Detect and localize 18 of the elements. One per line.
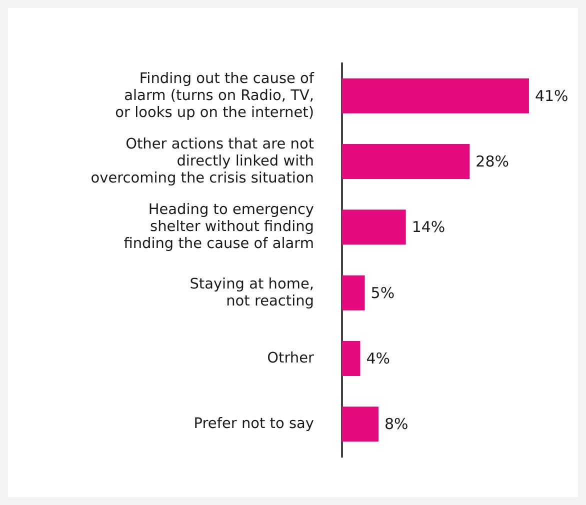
y-tick-label: Other actions that are not directly linked with overcoming the crisis situation [90, 136, 314, 186]
data-label: 28% [476, 152, 510, 170]
y-tick-label: Heading to emergency shelter without finding finding the cause of alarm [124, 202, 314, 252]
y-tick-label: Finding out the cause of alarm (turns on Radio, TV, or looks up on the internet) [115, 70, 315, 121]
bar [342, 144, 470, 179]
data-label: 14% [412, 218, 446, 236]
y-tick-label: Prefer not to say [194, 416, 314, 432]
y-tick-label: Staying at home, not reacting [190, 276, 314, 310]
data-label: 41% [534, 86, 568, 105]
data-label: 8% [384, 415, 408, 434]
data-label: 5% [370, 284, 395, 302]
bar [342, 210, 406, 245]
bar [342, 275, 365, 310]
y-tick-label: Otrher [267, 350, 314, 366]
bar [342, 78, 529, 114]
bar [342, 406, 378, 442]
bar [342, 341, 360, 376]
data-label: 4% [366, 350, 390, 368]
